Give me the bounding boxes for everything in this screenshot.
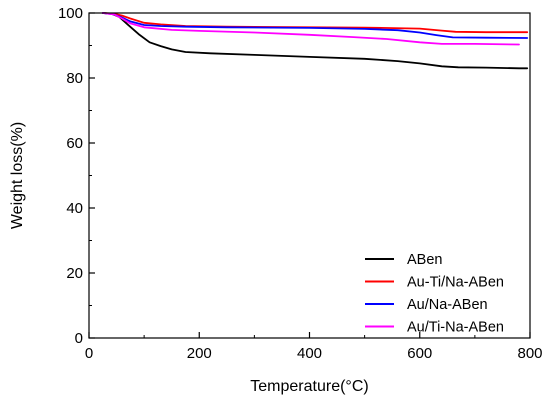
series-line-4 [101,12,520,46]
legend-label-2: Au-Ti/Na-ABen [407,275,504,291]
series-layer [101,12,529,70]
series-line-3 [101,12,529,39]
y-tick-label: 0 [75,330,83,347]
y-tick-label: 40 [66,200,83,217]
x-tick-label: 0 [85,345,93,362]
y-tick-label: 80 [66,70,83,87]
x-tick-label: 600 [407,345,432,362]
legend-label-1: ABen [407,252,442,268]
y-axis-label: Weight loss(%) [9,122,26,229]
series-line-1 [101,12,529,70]
y-tick-label: 60 [66,135,83,152]
x-axis-label: Temperature(°C) [250,378,368,395]
ticks-layer: 0 200 400 600 800 0 20 40 60 80 100 [58,5,543,362]
x-tick-label: 800 [517,345,542,362]
legend-label-3: Au/Na-ABen [407,297,488,313]
legend: ABen Au-Ti/Na-ABen Au/Na-ABen Au/Ti-Na-ABen [365,252,504,336]
legend-label-4: Au/Ti-Na-ABen [407,320,504,336]
x-tick-label: 200 [187,345,212,362]
y-tick-label: 100 [58,5,83,22]
y-tick-label: 20 [66,265,83,282]
x-tick-label: 400 [297,345,322,362]
